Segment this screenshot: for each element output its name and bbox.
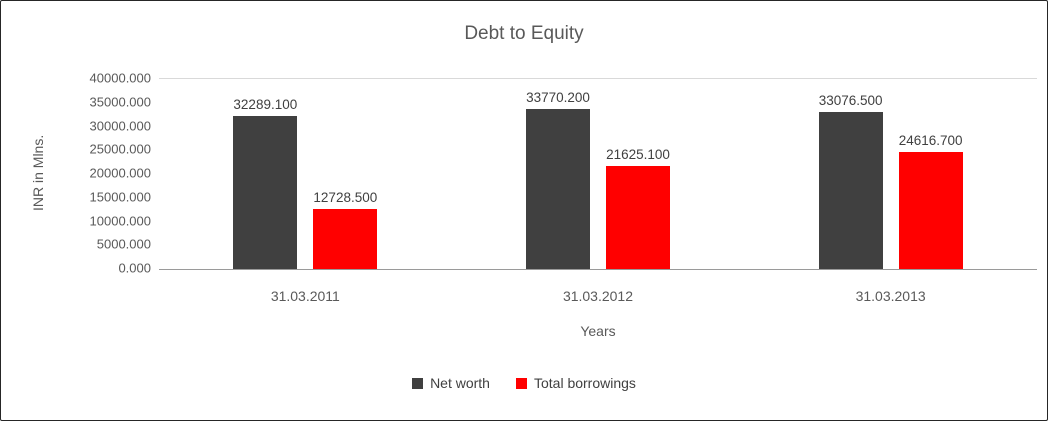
bar-column-total-borrowings: 21625.100 [605, 79, 670, 269]
bar-net-worth [233, 115, 298, 269]
bar-total-borrowings [605, 166, 670, 269]
y-tick-label: 40000.000 [89, 70, 151, 86]
category-label: 31.03.2012 [562, 288, 634, 304]
bar-total-borrowings [898, 152, 963, 269]
category-label: 31.03.2011 [270, 288, 340, 304]
chart-title: Debt to Equity [464, 23, 584, 44]
y-tick-label: 25000.000 [89, 141, 151, 157]
plot-area: 32289.100 12728.500 33770.200 21625.100 3307… [159, 78, 1037, 270]
x-axis-labels: 31.03.2011 31.03.2012 31.03.2013 [159, 288, 1037, 304]
legend-item-net-worth: Net worth [412, 375, 490, 391]
y-tick-label: 10000.000 [89, 213, 151, 228]
bar-group: 33770.200 21625.100 [525, 79, 670, 269]
bar-value-label: 33770.200 [526, 89, 590, 105]
bar-value-label: 24616.700 [898, 133, 963, 149]
y-tick-label: 5000.000 [96, 236, 151, 252]
legend-swatch-total-borrowings [515, 377, 527, 389]
legend-label-total-borrowings: Total borrowings [533, 375, 636, 391]
bar-column-net-worth: 33770.200 [525, 79, 590, 269]
bar-value-label: 32289.100 [233, 96, 298, 112]
bar-column-total-borrowings: 12728.500 [313, 79, 378, 269]
y-tick-label: 0.000 [118, 260, 151, 276]
bar-group: 32289.100 12728.500 [233, 79, 378, 269]
bar-net-worth [525, 108, 590, 269]
bar-column-total-borrowings: 24616.700 [898, 79, 963, 269]
y-axis-title: INR in Mlns. [30, 134, 46, 212]
bar-total-borrowings [313, 208, 378, 269]
category-label: 31.03.2013 [855, 288, 926, 304]
y-tick-label: 30000.000 [89, 118, 151, 133]
legend-item-total-borrowings: Total borrowings [515, 375, 636, 391]
bar-column-net-worth: 32289.100 [233, 79, 298, 269]
bar-value-label: 33076.500 [818, 92, 883, 108]
y-tick-label: 35000.000 [89, 94, 151, 110]
bar-net-worth [818, 111, 883, 269]
y-tick-label: 15000.000 [89, 189, 151, 205]
y-axis-ticks: 40000.000 35000.000 30000.000 25000.000 2000… [51, 71, 151, 276]
legend-swatch-net-worth [412, 377, 424, 389]
bar-column-net-worth: 33076.500 [818, 79, 883, 269]
bar-value-label: 21625.100 [606, 147, 670, 163]
legend: Net worth Total borrowings [1, 375, 1047, 391]
bar-value-label: 12728.500 [313, 189, 378, 205]
x-axis-title: Years [580, 323, 616, 339]
y-tick-label: 20000.000 [89, 165, 151, 181]
legend-label-net-worth: Net worth [430, 375, 490, 391]
bar-group: 33076.500 24616.700 [818, 79, 963, 269]
